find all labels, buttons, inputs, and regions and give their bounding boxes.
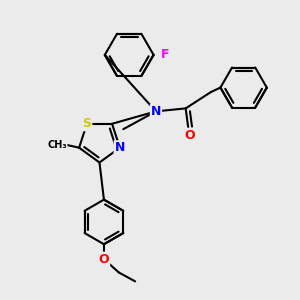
Text: CH₃: CH₃ xyxy=(47,140,67,150)
Text: O: O xyxy=(185,129,195,142)
Text: O: O xyxy=(99,253,109,266)
Text: N: N xyxy=(115,141,125,154)
Text: F: F xyxy=(161,48,170,62)
Text: S: S xyxy=(82,117,91,130)
Text: N: N xyxy=(151,105,161,118)
